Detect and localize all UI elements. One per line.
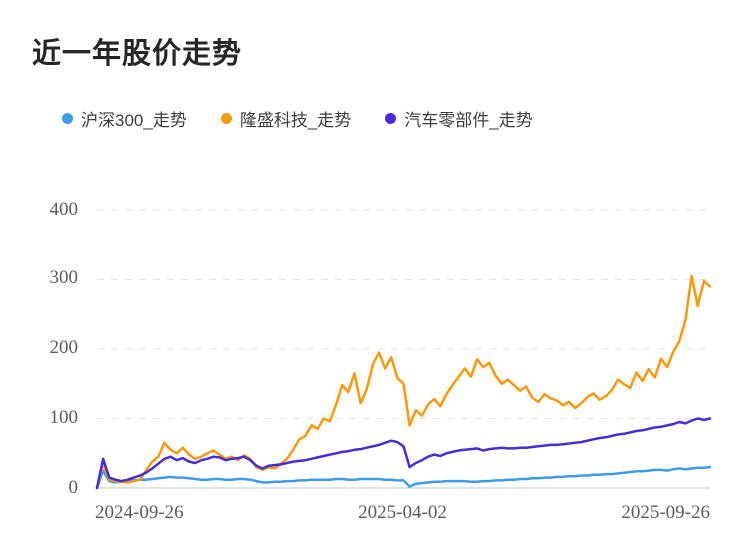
y-axis-label: 100 bbox=[49, 407, 79, 428]
series-dot-icon bbox=[62, 113, 73, 124]
x-axis-label: 2024-09-26 bbox=[95, 502, 184, 523]
legend-label: 沪深300_走势 bbox=[81, 111, 187, 130]
x-axis: 2024-09-26 2025-04-02 2025-09-26 bbox=[95, 502, 710, 524]
y-axis-label: 0 bbox=[68, 477, 79, 498]
series-dot-icon bbox=[220, 113, 232, 124]
y-axis-label: 300 bbox=[49, 267, 79, 288]
legend-label: 隆盛科技_走势 bbox=[239, 111, 352, 130]
legend-item-hs300[interactable]: 沪深300_走势 bbox=[62, 106, 187, 131]
legend-item-longsheng[interactable]: 隆盛科技_走势 bbox=[220, 106, 352, 131]
page-title: 近一年股价走势 bbox=[32, 38, 243, 70]
series-dot-icon bbox=[385, 113, 397, 124]
legend-label: 汽车零部件_走势 bbox=[404, 111, 533, 130]
plot-area[interactable] bbox=[95, 209, 712, 490]
x-axis-label: 2025-04-02 bbox=[358, 502, 447, 523]
legend-item-autoparts[interactable]: 汽车零部件_走势 bbox=[385, 106, 533, 131]
y-axis-label: 400 bbox=[49, 199, 79, 220]
chart-legend: 沪深300_走势 隆盛科技_走势 汽车零部件_走势 bbox=[62, 106, 710, 131]
y-axis-label: 200 bbox=[49, 337, 79, 358]
x-axis-label: 2025-09-26 bbox=[621, 502, 710, 523]
